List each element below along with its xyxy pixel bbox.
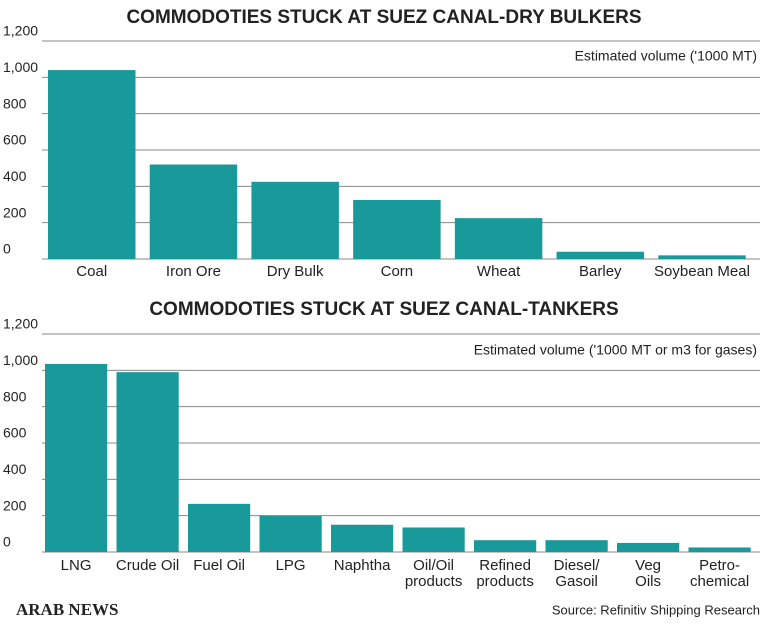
- brand: ARAB NEWS: [16, 600, 119, 619]
- bar: [116, 372, 179, 552]
- bar: [545, 540, 608, 552]
- bar: [688, 547, 751, 552]
- bar: [48, 70, 136, 259]
- x-tick-label: Veg Oils: [635, 557, 662, 590]
- y-tick-label: 400: [3, 461, 27, 477]
- bar: [259, 515, 322, 552]
- x-tick-label: Petro- chemical: [690, 557, 750, 590]
- y-tick-label: 0: [3, 241, 11, 257]
- x-tick-label: Corn: [380, 263, 414, 280]
- x-tick-label: Crude Oil: [115, 557, 180, 574]
- y-tick-label: 0: [3, 534, 11, 550]
- x-tick-label: Soybean Meal: [654, 263, 750, 280]
- bar: [658, 255, 746, 259]
- bar: [149, 164, 238, 259]
- x-tick-label: Refined products: [476, 557, 534, 590]
- x-tick-label: Dry Bulk: [266, 263, 324, 280]
- y-tick-label: 1,200: [3, 23, 38, 39]
- x-tick-label: Wheat: [476, 263, 521, 280]
- x-tick-label: LNG: [60, 557, 92, 574]
- bar: [617, 542, 680, 552]
- x-tick-label: Diesel/ Gasoil: [553, 557, 600, 590]
- source: Source: Refinitiv Shipping Research: [552, 602, 760, 617]
- y-tick-label: 400: [3, 168, 27, 184]
- y-tick-label: 200: [3, 497, 27, 513]
- chart-title: COMMODOTIES STUCK AT SUEZ CANAL-TANKERS: [149, 299, 618, 320]
- y-tick-label: 200: [3, 204, 27, 220]
- y-tick-label: 800: [3, 95, 27, 111]
- chart-title: COMMODOTIES STUCK AT SUEZ CANAL-DRY BULK…: [126, 7, 641, 28]
- y-tick-label: 800: [3, 388, 27, 404]
- y-tick-label: 1,200: [3, 316, 38, 332]
- bar: [556, 251, 645, 259]
- bar: [331, 524, 394, 552]
- bar: [474, 540, 537, 552]
- x-tick-label: Coal: [76, 263, 108, 280]
- bar: [454, 218, 543, 259]
- bar: [45, 363, 108, 552]
- x-tick-label: LPG: [275, 557, 306, 574]
- x-tick-label: Naphtha: [333, 557, 391, 574]
- x-tick-label: Fuel Oil: [193, 557, 245, 574]
- y-tick-label: 1,000: [3, 59, 38, 75]
- bar: [402, 527, 465, 552]
- y-tick-label: 1,000: [3, 352, 38, 368]
- bar: [353, 199, 441, 259]
- bar: [188, 503, 251, 552]
- x-tick-label: Iron Ore: [165, 263, 221, 280]
- axis-note: Estimated volume ('1000 MT): [575, 48, 757, 64]
- y-tick-label: 600: [3, 132, 27, 148]
- axis-note: Estimated volume ('1000 MT or m3 for gas…: [474, 342, 757, 358]
- x-tick-label: Oil/Oil products: [404, 557, 463, 590]
- y-tick-label: 600: [3, 425, 27, 441]
- x-tick-label: Barley: [579, 263, 622, 280]
- bar: [251, 181, 339, 259]
